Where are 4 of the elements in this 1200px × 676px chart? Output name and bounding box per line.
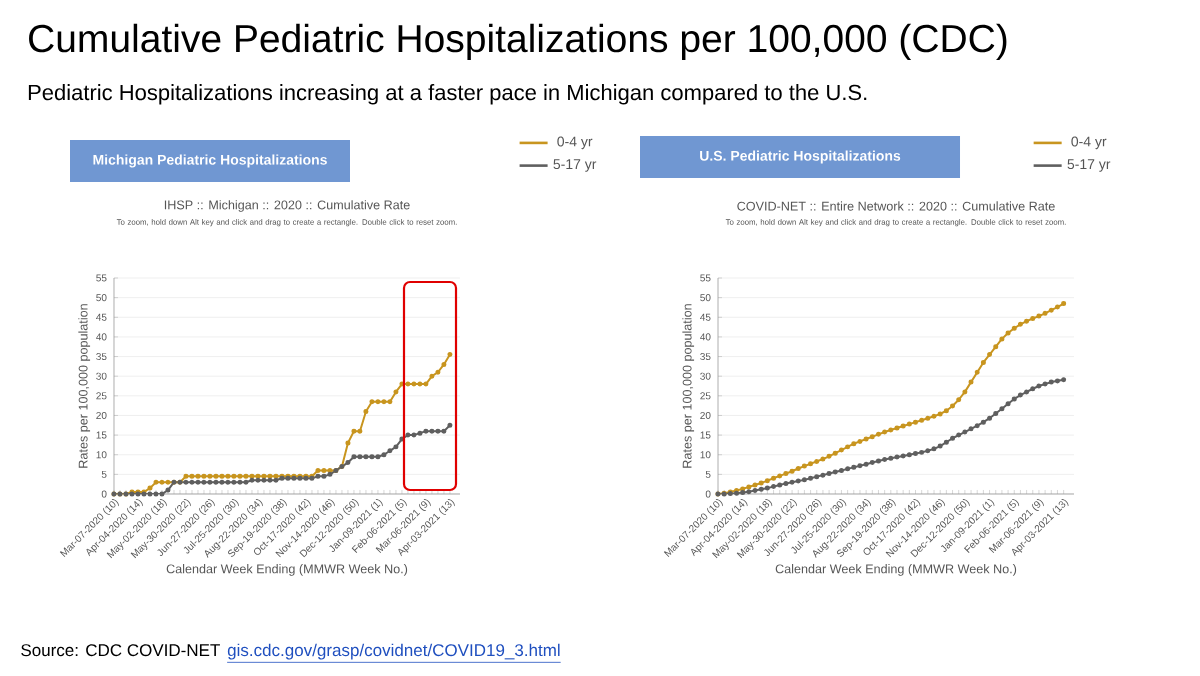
text: Pediatric Hospitalizations increasing at a faster pace in Michigan compared to the U.S. [28, 84, 867, 105]
text: gis.cdc.gov/grasp/covidnet/COVID19_3.html [227, 643, 560, 660]
text: Cumulative Pediatric Hospitalizations per 100,000 (CDC) [29, 23, 1007, 61]
source-note: Source: CDC COVID-NET [21, 644, 220, 657]
